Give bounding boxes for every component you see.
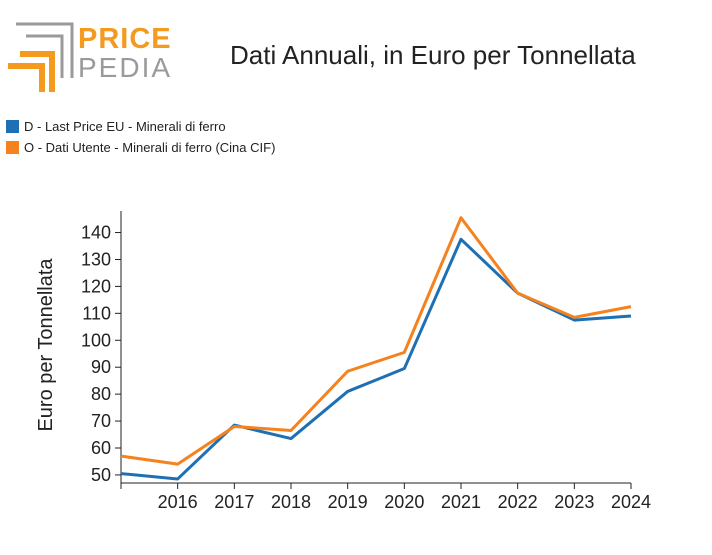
legend-item-o[interactable]: O - Dati Utente - Minerali di ferro (Cin… (6, 140, 275, 155)
legend-swatch-o (6, 141, 19, 154)
y-tick-label: 120 (81, 276, 111, 296)
x-tick-label: 2022 (498, 492, 538, 512)
series-line-o (120, 216, 632, 466)
chart-title: Dati Annuali, in Euro per Tonnellata (230, 40, 636, 70)
y-tick-label: 90 (91, 357, 111, 377)
legend-label-o: O - Dati Utente - Minerali di ferro (Cin… (24, 140, 276, 155)
y-axis-title: Euro per Tonnellata (35, 258, 57, 432)
y-tick-label: 110 (82, 303, 111, 323)
x-tick-label: 2024 (611, 492, 651, 512)
x-tick-label: 2020 (384, 492, 424, 512)
y-tick-label: 130 (81, 249, 111, 269)
legend-swatch-d (6, 120, 19, 133)
x-tick-label: 2023 (554, 492, 594, 512)
y-tick-label: 80 (91, 384, 111, 404)
x-tick-label: 2018 (271, 492, 311, 512)
legend-label-d: D - Last Price EU - Minerali di ferro (24, 119, 226, 134)
y-tick-label: 50 (91, 465, 111, 485)
y-tick-label: 100 (81, 330, 111, 350)
x-tick-label: 2019 (328, 492, 368, 512)
y-tick-label: 140 (81, 223, 111, 243)
x-tick-label: 2017 (214, 492, 254, 512)
x-tick-label: 2021 (441, 492, 481, 512)
y-tick-label: 70 (91, 411, 111, 431)
legend-item-d[interactable]: D - Last Price EU - Minerali di ferro (6, 119, 226, 134)
pricepedia-logo: PRICE PEDIA (6, 22, 171, 94)
series-line-d (120, 237, 632, 481)
logo-text-pedia: PEDIA (78, 52, 173, 83)
logo-text-price: PRICE (78, 23, 172, 55)
x-tick-label: 2016 (158, 492, 198, 512)
y-tick-label: 60 (91, 438, 111, 458)
logo-mark-icon (8, 22, 74, 92)
